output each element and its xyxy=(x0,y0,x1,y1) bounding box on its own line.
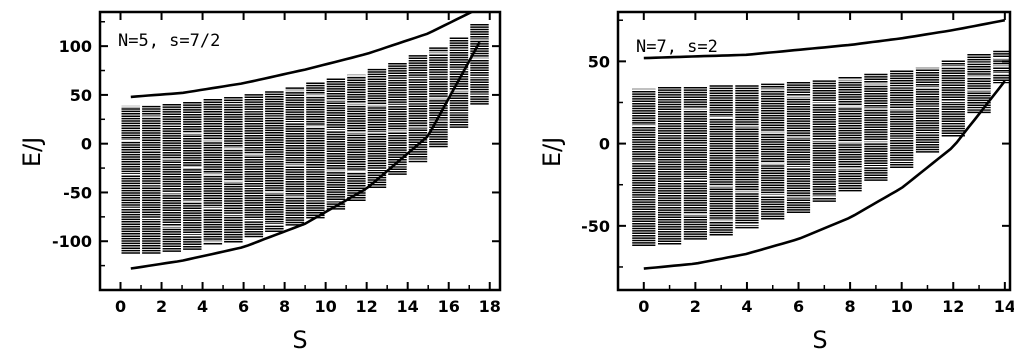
y-tick-label: 0 xyxy=(81,135,92,154)
chart-annotation: N=7, s=2 xyxy=(636,37,718,57)
y-tick-label: -50 xyxy=(63,183,92,202)
y-axis-label: E/J xyxy=(538,137,566,167)
level-column xyxy=(761,83,785,220)
x-tick-label: 18 xyxy=(479,297,501,316)
level-column xyxy=(306,82,325,219)
x-tick-label: 14 xyxy=(397,297,419,316)
level-column xyxy=(683,86,707,240)
level-column xyxy=(632,88,656,247)
plot-area xyxy=(121,12,489,270)
x-tick-label: 4 xyxy=(741,297,752,316)
level-column xyxy=(658,86,682,245)
x-axis-label: S xyxy=(812,326,827,354)
level-column xyxy=(941,60,965,137)
x-tick-label: 10 xyxy=(315,297,337,316)
x-tick-label: 12 xyxy=(942,297,964,316)
plot-frame xyxy=(616,10,1012,292)
level-column xyxy=(408,55,428,163)
level-column xyxy=(244,94,264,238)
x-tick-label: 2 xyxy=(690,297,701,316)
lower-bound-curve xyxy=(643,80,1006,270)
level-column xyxy=(967,54,991,114)
level-column xyxy=(429,47,448,148)
x-tick-label: 0 xyxy=(638,297,649,316)
y-tick-label: 50 xyxy=(70,86,92,105)
level-column xyxy=(367,68,387,188)
level-column xyxy=(812,80,836,202)
chart-annotation: N=5, s=7/2 xyxy=(118,31,220,51)
x-tick-label: 16 xyxy=(438,297,460,316)
x-tick-label: 8 xyxy=(279,297,290,316)
x-tick-label: 4 xyxy=(197,297,208,316)
y-axis-label: E/J xyxy=(18,137,46,167)
upper-bound-curve xyxy=(643,18,1006,60)
y-tick-label: -50 xyxy=(581,217,610,236)
level-column xyxy=(347,74,366,201)
y-tick-label: 50 xyxy=(588,52,610,71)
y-tick-label: 0 xyxy=(599,135,610,154)
level-column xyxy=(890,70,914,168)
level-column xyxy=(183,101,202,250)
chart-panel-right: 0 2 4 6 8 10 12 14 -50 0 50 N=7, s=2 S E/J xyxy=(538,10,1014,354)
level-column xyxy=(162,103,181,252)
level-column xyxy=(224,97,243,243)
x-tick-label: 6 xyxy=(793,297,804,316)
y-tick-label: 100 xyxy=(59,37,92,56)
plot-area xyxy=(632,18,1010,270)
x-tick-label: 8 xyxy=(845,297,856,316)
x-tick-label: 10 xyxy=(891,297,913,316)
level-column xyxy=(864,73,888,181)
x-tick-label: 14 xyxy=(994,297,1014,316)
level-column xyxy=(915,67,940,153)
level-column xyxy=(388,62,407,175)
lower-bound-curve xyxy=(130,41,481,270)
x-tick-label: 12 xyxy=(356,297,378,316)
level-column xyxy=(203,99,223,245)
plot-frame xyxy=(98,10,502,292)
level-column xyxy=(735,85,759,229)
level-column xyxy=(470,23,489,105)
level-column xyxy=(838,77,862,192)
level-column xyxy=(285,87,305,226)
y-tick-label: -100 xyxy=(52,232,92,251)
level-column xyxy=(449,37,469,128)
level-column xyxy=(121,105,140,254)
level-column xyxy=(142,105,161,254)
level-column xyxy=(265,91,284,232)
x-axis-label: S xyxy=(292,326,307,354)
x-tick-label: 0 xyxy=(115,297,126,316)
x-tick-label: 6 xyxy=(238,297,249,316)
level-column xyxy=(326,78,346,210)
level-column xyxy=(709,85,733,236)
x-tick-label: 2 xyxy=(156,297,167,316)
level-column xyxy=(786,81,811,214)
upper-bound-curve xyxy=(130,12,475,99)
